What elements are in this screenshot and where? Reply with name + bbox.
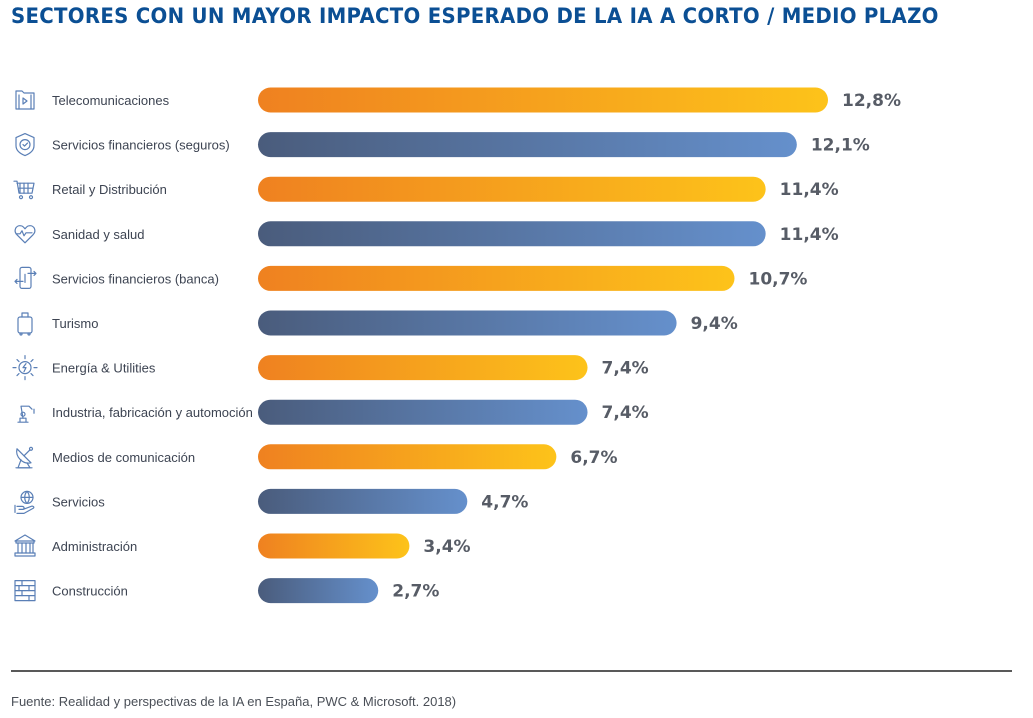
bar <box>258 399 588 425</box>
value-label: 11,4% <box>780 180 839 200</box>
bar <box>258 310 677 336</box>
bar-row: Turismo 9,4% <box>17 310 738 336</box>
category-label: Turismo <box>52 316 98 331</box>
footer-divider <box>11 670 1012 672</box>
category-label: Energía & Utilities <box>52 361 156 376</box>
bar-row: Sanidad y salud 11,4% <box>14 221 839 247</box>
value-label: 10,7% <box>748 269 807 289</box>
category-label: Administración <box>52 539 137 554</box>
value-label: 7,4% <box>602 359 649 379</box>
value-label: 4,7% <box>481 492 528 512</box>
category-label: Industria, fabricación y automoción <box>52 405 253 420</box>
bar-row: Construcción 2,7% <box>14 578 439 604</box>
bar <box>258 265 735 291</box>
value-label: 11,4% <box>780 225 839 245</box>
bar-chart: Telecomunicaciones 12,8% Servicios financi… <box>12 87 901 604</box>
value-label: 9,4% <box>691 314 738 334</box>
bar <box>258 355 588 381</box>
satellite-dish-icon <box>15 446 34 469</box>
source-note: Fuente: Realidad y perspectivas de la IA… <box>11 694 457 709</box>
bar-row: Medios de comunicación 6,7% <box>15 444 618 470</box>
government-building-icon <box>14 534 36 557</box>
bar <box>258 221 766 247</box>
bar-row: Energía & Utilities 7,4% <box>12 355 649 381</box>
shield-check-icon <box>15 132 35 157</box>
bar <box>258 132 797 158</box>
category-label: Servicios financieros (banca) <box>52 271 219 286</box>
category-label: Telecomunicaciones <box>52 93 170 108</box>
value-label: 3,4% <box>423 537 470 557</box>
shopping-cart-icon <box>13 180 35 200</box>
video-folder-icon <box>15 90 35 110</box>
bar-row: Servicios 4,7% <box>14 488 528 514</box>
value-label: 6,7% <box>570 448 617 468</box>
mobile-banking-icon <box>14 266 37 289</box>
bar-row: Industria, fabricación y automoción 7,4% <box>17 399 649 425</box>
robot-arm-icon <box>17 405 35 423</box>
globe-hand-icon <box>14 490 35 514</box>
luggage-icon <box>17 312 33 336</box>
category-label: Servicios financieros (seguros) <box>52 138 230 153</box>
bar <box>258 488 468 514</box>
bar <box>258 176 766 202</box>
bar-row: Administración 3,4% <box>14 533 471 559</box>
bar-row: Retail y Distribución 11,4% <box>13 176 839 202</box>
category-label: Construcción <box>52 584 128 599</box>
category-label: Sanidad y salud <box>52 227 145 242</box>
value-label: 7,4% <box>602 403 649 423</box>
chart-title: SECTORES CON UN MAYOR IMPACTO ESPERADO D… <box>11 4 939 28</box>
bar <box>258 578 379 604</box>
bar <box>258 444 557 470</box>
heart-pulse-icon <box>14 225 36 244</box>
category-label: Medios de comunicación <box>52 450 195 465</box>
bar <box>258 87 828 113</box>
bar-row: Telecomunicaciones 12,8% <box>15 87 901 113</box>
bar <box>258 533 410 559</box>
value-label: 2,7% <box>392 582 439 602</box>
value-label: 12,1% <box>811 136 870 156</box>
brick-wall-icon <box>14 579 36 602</box>
category-label: Retail y Distribución <box>52 182 167 197</box>
bar-row: Servicios financieros (seguros) 12,1% <box>15 132 870 158</box>
category-label: Servicios <box>52 494 105 509</box>
bar-row: Servicios financieros (banca) 10,7% <box>14 265 807 291</box>
value-label: 12,8% <box>842 91 901 111</box>
energy-bolt-icon <box>12 355 38 381</box>
